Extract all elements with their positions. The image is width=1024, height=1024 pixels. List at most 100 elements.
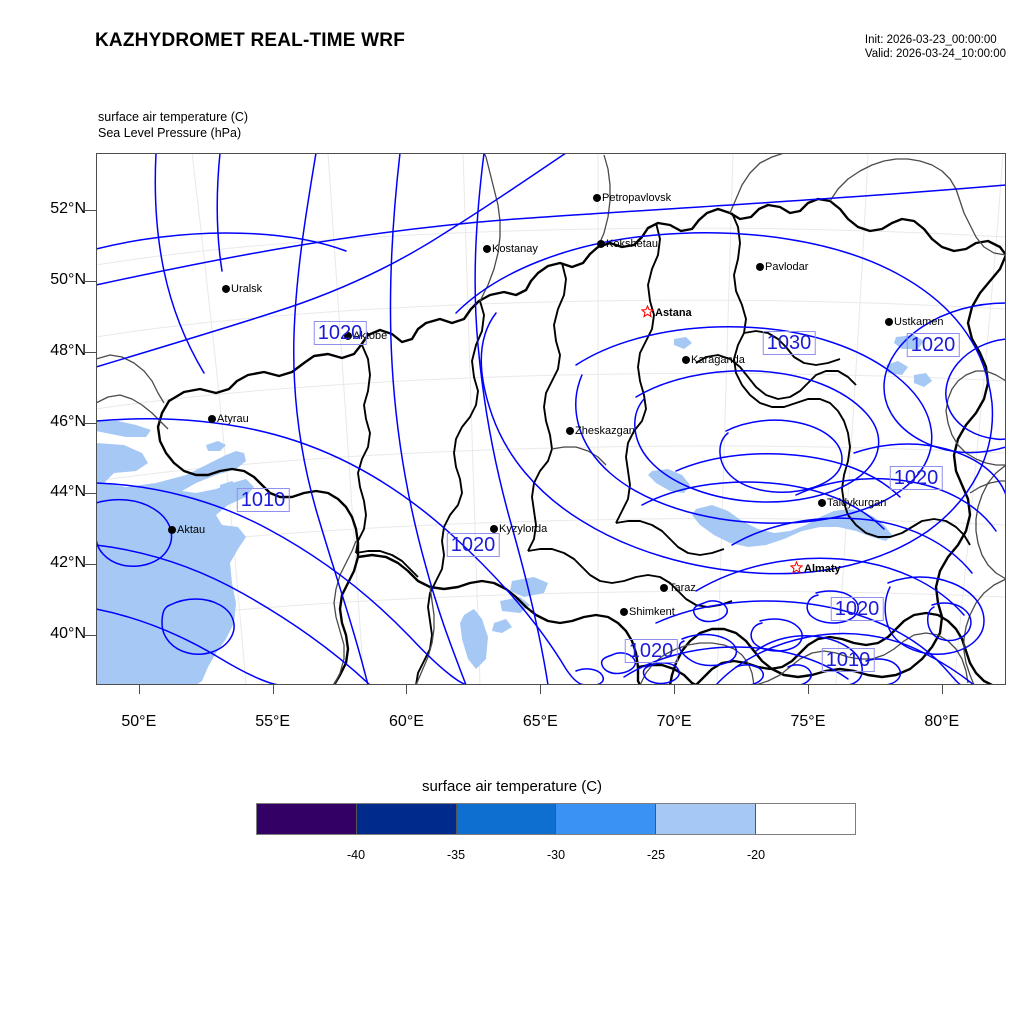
colorbar[interactable] xyxy=(256,803,856,835)
isobar-label: 1010 xyxy=(236,488,290,512)
latitude-tick-mark xyxy=(84,635,96,637)
city-dot-icon xyxy=(483,245,491,254)
city-marker-kostanay[interactable]: Kostanay xyxy=(483,243,538,255)
city-dot-icon xyxy=(222,285,230,294)
latitude-tick-label: 42°N xyxy=(50,554,86,572)
latitude-tick-label: 52°N xyxy=(50,199,86,217)
colorbar-tick-label: -20 xyxy=(746,848,766,862)
province-boundaries xyxy=(355,212,971,685)
city-label: Aktau xyxy=(177,524,206,537)
longitude-tick-label: 55°E xyxy=(255,713,291,730)
colorbar-segment-1 xyxy=(355,804,456,834)
city-marker-atyrau[interactable]: Atyrau xyxy=(208,413,249,425)
city-marker-taldykurgan[interactable]: Taldykurgan xyxy=(818,497,886,509)
isobar-label: 1020 xyxy=(906,333,960,357)
city-dot-icon xyxy=(208,415,216,424)
longitude-tick-label: 80°E xyxy=(924,713,960,730)
city-dot-icon xyxy=(818,499,826,508)
field-labels: surface air temperature (C) Sea Level Pr… xyxy=(98,109,248,141)
colorbar-tick-label: -30 xyxy=(546,848,566,862)
isobar-label: 1010 xyxy=(821,648,875,672)
init-time: Init: 2026-03-23_00:00:00 xyxy=(864,34,997,46)
longitude-tick-mark xyxy=(540,685,542,694)
colorbar-segment-4 xyxy=(655,804,756,834)
latitude-tick-mark xyxy=(84,564,96,566)
longitude-tick-mark xyxy=(807,685,809,694)
city-dot-icon xyxy=(682,356,690,365)
colorbar-tick-label: -35 xyxy=(446,848,466,862)
isobar-contours xyxy=(96,153,1006,685)
map-plot-area[interactable] xyxy=(96,153,1006,685)
latitude-tick-mark xyxy=(84,422,96,424)
city-marker-uralsk[interactable]: Uralsk xyxy=(222,283,262,295)
latitude-tick-label: 48°N xyxy=(50,341,86,359)
longitude-tick-label: 75°E xyxy=(790,713,826,730)
capital-star-icon xyxy=(789,560,804,577)
city-marker-astana[interactable]: Astana xyxy=(640,304,692,321)
longitude-tick-mark xyxy=(674,685,676,694)
latitude-tick-mark xyxy=(84,493,96,495)
colorbar-ticks: -40 -35 -30 -25 -20 xyxy=(256,848,856,868)
latitude-tick-mark xyxy=(84,209,96,211)
longitude-tick-mark xyxy=(138,685,140,694)
city-dot-icon xyxy=(593,194,601,203)
map-canvas xyxy=(96,153,1006,685)
city-dot-icon xyxy=(344,332,352,341)
city-marker-almaty[interactable]: Almaty xyxy=(789,560,841,577)
isobar-label: 1020 xyxy=(830,597,884,621)
longitude-tick-mark xyxy=(272,685,274,694)
city-dot-icon xyxy=(168,526,176,535)
colorbar-title: surface air temperature (C) xyxy=(421,778,603,795)
longitude-tick-label: 70°E xyxy=(656,713,692,730)
city-label: Shimkent xyxy=(629,606,675,619)
city-label: Pavlodar xyxy=(765,261,809,274)
city-dot-icon xyxy=(490,525,498,534)
page-title: KAZHYDROMET REAL-TIME WRF xyxy=(95,30,406,51)
isobar-label: 1020 xyxy=(446,533,500,557)
city-label: Uralsk xyxy=(231,283,263,296)
city-dot-icon xyxy=(620,608,628,617)
city-dot-icon xyxy=(597,240,605,249)
colorbar-tick-label: -25 xyxy=(646,848,666,862)
city-label: Karaganda xyxy=(691,354,745,367)
field-label-temperature: surface air temperature (C) xyxy=(98,110,249,124)
latitude-tick-label: 46°N xyxy=(50,412,86,430)
isobar-label: 1020 xyxy=(624,639,678,663)
city-marker-petropavlovsk[interactable]: Petropavlovsk xyxy=(593,192,671,204)
latitude-tick-mark xyxy=(84,280,96,282)
isobar-label: 1020 xyxy=(313,321,367,345)
city-dot-icon xyxy=(885,318,893,327)
colorbar-segment-5 xyxy=(755,804,855,834)
longitude-tick-label: 65°E xyxy=(522,713,558,730)
city-label: Kostanay xyxy=(492,243,538,256)
longitude-tick-label: 50°E xyxy=(121,713,157,730)
city-marker-kyzylorda[interactable]: Kyzylorda xyxy=(490,523,547,535)
city-marker-aktobe[interactable]: Aktobe xyxy=(344,330,387,342)
longitude-tick-mark xyxy=(406,685,408,694)
city-marker-aktau[interactable]: Aktau xyxy=(168,524,205,536)
city-marker-karaganda[interactable]: Karaganda xyxy=(682,354,745,366)
city-marker-zheskazgan[interactable]: Zheskazgan xyxy=(566,425,635,437)
city-label: Petropavlovsk xyxy=(602,192,672,205)
city-dot-icon xyxy=(566,427,574,436)
field-label-pressure: Sea Level Pressure (hPa) xyxy=(98,126,242,140)
city-marker-kokshetau[interactable]: Kokshetau xyxy=(597,238,658,250)
city-marker-ustkamen[interactable]: Ustkamen xyxy=(885,316,944,328)
city-marker-pavlodar[interactable]: Pavlodar xyxy=(756,261,808,273)
city-label: Taldykurgan xyxy=(827,497,887,510)
city-marker-taraz[interactable]: Taraz xyxy=(660,582,696,594)
city-label: Astana xyxy=(655,307,692,319)
city-dot-icon xyxy=(660,584,668,593)
city-marker-shimkent[interactable]: Shimkent xyxy=(620,606,675,618)
colorbar-segment-0 xyxy=(257,804,356,834)
valid-time: Valid: 2026-03-24_10:00:00 xyxy=(864,48,1006,60)
capital-star-icon xyxy=(640,304,655,321)
isobar-label: 1020 xyxy=(889,466,943,490)
latitude-tick-mark xyxy=(84,351,96,353)
city-label: Atyrau xyxy=(217,413,249,426)
city-label: Taraz xyxy=(669,582,696,595)
city-label: Kyzylorda xyxy=(499,523,548,536)
latitude-tick-label: 40°N xyxy=(50,625,86,643)
isobar-label: 1030 xyxy=(762,331,816,355)
